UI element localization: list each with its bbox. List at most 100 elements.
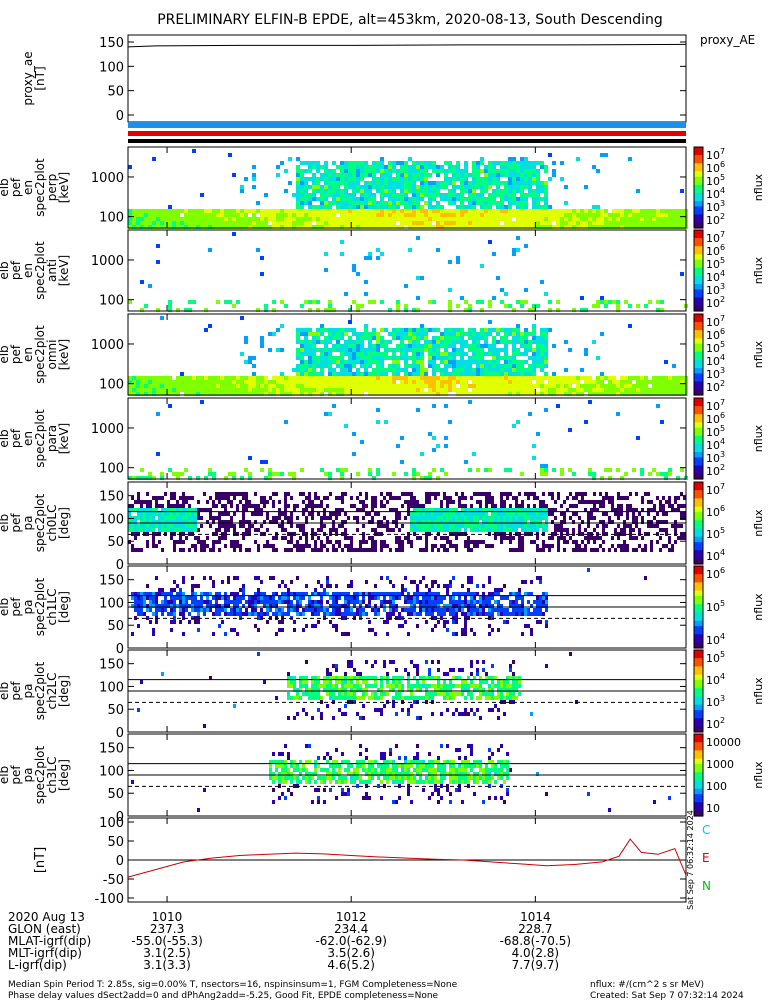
spectrogram-cell	[352, 384, 356, 388]
spectrogram-cell	[242, 524, 245, 528]
spectrogram-cell	[512, 181, 516, 185]
spectrogram-cell	[344, 364, 348, 368]
spectrogram-cell	[376, 177, 380, 181]
spectrogram-cell	[288, 217, 292, 221]
spectrogram-cell	[428, 388, 432, 392]
spectrogram-cell	[468, 201, 472, 205]
spectrogram-cell	[245, 500, 248, 504]
spectrogram-cell	[360, 364, 364, 368]
spectrogram-cell	[432, 161, 436, 165]
spectrogram-cell	[638, 528, 641, 532]
spectrogram-cell	[444, 344, 448, 348]
spectrogram-cell	[248, 392, 252, 396]
spectrogram-cell	[596, 225, 600, 229]
spectrogram-cell	[204, 388, 208, 392]
spectrogram-cell	[416, 225, 420, 229]
spectrogram-cell	[281, 512, 284, 516]
spectrogram-cell	[492, 217, 496, 221]
colorbar-segment	[694, 292, 703, 296]
spectrogram-cell	[516, 420, 520, 424]
spectrogram-cell	[672, 388, 676, 392]
spectrogram-cell	[532, 193, 536, 197]
spectrogram-cell	[372, 169, 376, 173]
spectrogram-cell	[284, 528, 287, 532]
spectrogram-cell	[244, 217, 248, 221]
spectrogram-cell	[424, 177, 428, 181]
spectrogram-cell	[296, 368, 300, 372]
spectrogram-cell	[352, 432, 356, 436]
spectrogram-cell	[244, 376, 248, 380]
spectrogram-cell	[472, 340, 476, 344]
spectrogram-cell	[383, 516, 386, 520]
spectrogram-cell	[408, 340, 412, 344]
spectrogram-cell	[431, 528, 434, 532]
spectrogram-cell	[338, 508, 341, 512]
spectrogram-cell	[515, 504, 518, 508]
spectrogram-cell	[500, 181, 504, 185]
spectrogram-cell	[137, 548, 140, 552]
spectrogram-cell	[212, 217, 216, 221]
spectrogram-cell	[324, 268, 328, 272]
spectrogram-cell	[131, 548, 134, 552]
spectrogram-cell	[362, 548, 365, 552]
spectrogram-cell	[296, 392, 300, 396]
spectrogram-cell	[128, 528, 131, 532]
spectrogram-cell	[296, 336, 300, 340]
spectrogram-cell	[464, 508, 467, 512]
spectrogram-cell	[536, 544, 539, 548]
spectrogram-cell	[352, 300, 356, 304]
spectrogram-cell	[660, 392, 664, 396]
spectrogram-cell	[617, 536, 620, 540]
spectrogram-cell	[600, 392, 604, 396]
colorbar-segment	[694, 316, 703, 320]
spectrogram-cell	[248, 221, 252, 225]
spectrogram-cell	[376, 376, 380, 380]
spectrogram-cell	[536, 181, 540, 185]
spectrogram-cell	[176, 388, 180, 392]
spectrogram-cell	[188, 392, 192, 396]
spectrogram-cell	[404, 472, 408, 476]
spectrogram-cell	[280, 372, 284, 376]
spectrogram-cell	[236, 540, 239, 544]
spectrogram-cell	[497, 520, 500, 524]
spectrogram-cell	[668, 472, 672, 476]
spectrogram-cell	[432, 209, 436, 213]
colorbar-segment	[694, 357, 703, 361]
spectrogram-cell	[420, 348, 424, 352]
spectrogram-cell	[428, 384, 432, 388]
spectrogram-cell	[292, 472, 296, 476]
spectrogram-cell	[314, 540, 317, 544]
spectrogram-cell	[616, 221, 620, 225]
spectrogram-cell	[131, 632, 134, 636]
spectrogram-cell	[584, 420, 588, 424]
spectrogram-cell	[160, 392, 164, 396]
spectrogram-cell	[260, 336, 264, 340]
spectrogram-cell	[410, 500, 413, 504]
colorbar-segment	[694, 503, 703, 508]
spectrogram-cell	[476, 348, 480, 352]
colorbar-segment	[694, 149, 703, 153]
spectrogram-cell	[326, 516, 329, 520]
spectrogram-cell	[424, 193, 428, 197]
spectrogram-cell	[280, 388, 284, 392]
spectrogram-cell	[356, 372, 360, 376]
spectrogram-cell	[508, 213, 512, 217]
spectrogram-cell	[416, 380, 420, 384]
spectrogram-cell	[592, 217, 596, 221]
spectrogram-cell	[500, 380, 504, 384]
spectrogram-cell	[632, 217, 636, 221]
spectrogram-cell	[528, 217, 532, 221]
spectrogram-cell	[136, 217, 140, 221]
spectrogram-cell	[620, 528, 623, 532]
spectrogram-cell	[527, 508, 530, 512]
spectrogram-cell	[348, 380, 352, 384]
spectrogram-cell	[557, 548, 560, 552]
spectrogram-cell	[311, 512, 314, 516]
spectrogram-cell	[611, 520, 614, 524]
spectrogram-cell	[300, 376, 304, 380]
spectrogram-cell	[664, 213, 668, 217]
spectrogram-cell	[540, 360, 544, 364]
spectrogram-cell	[480, 181, 484, 185]
spectrogram-cell	[320, 516, 323, 520]
spectrogram-cell	[588, 380, 592, 384]
